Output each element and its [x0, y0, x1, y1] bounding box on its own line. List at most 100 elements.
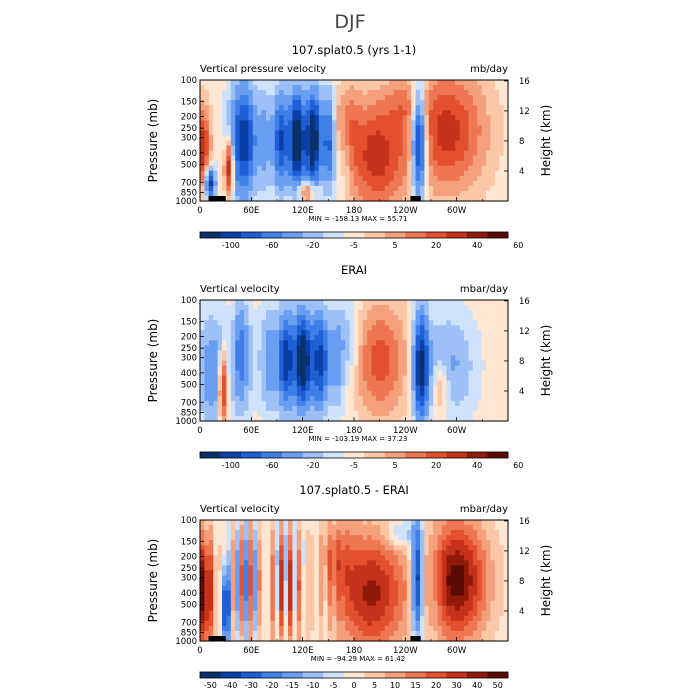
field-cell: [217, 180, 223, 187]
field-cell: [384, 565, 390, 572]
field-cell: [380, 525, 386, 531]
field-cell: [464, 580, 469, 587]
field-cell: [336, 595, 342, 602]
field-cell: [415, 540, 421, 546]
field-cell: [349, 175, 355, 182]
field-cell: [296, 165, 302, 172]
field-cell: [217, 115, 223, 121]
field-cell: [428, 525, 434, 531]
field-cell: [244, 160, 249, 167]
field-cell: [270, 150, 276, 157]
field-cell: [450, 105, 456, 111]
field-cell: [411, 400, 417, 407]
field-cell: [323, 370, 329, 377]
field-cell: [459, 315, 465, 321]
field-cell: [332, 165, 337, 172]
field-cell: [494, 530, 500, 536]
field-cell: [310, 530, 315, 536]
field-cell: [424, 620, 430, 627]
field-cell: [217, 345, 223, 352]
field-cell: [279, 90, 285, 96]
field-cell: [384, 620, 390, 627]
field-cell: [437, 140, 443, 147]
field-cell: [424, 145, 430, 152]
field-cell: [257, 135, 263, 142]
field-cell: [384, 390, 390, 397]
field-cell: [204, 100, 210, 106]
field-cell: [459, 530, 465, 536]
field-cell: [499, 530, 505, 536]
field-cell: [503, 155, 509, 162]
field-cell: [384, 545, 390, 551]
field-cell: [376, 525, 381, 531]
field-cell: [239, 395, 245, 402]
field-cell: [358, 145, 364, 152]
field-cell: [310, 335, 315, 341]
field-cell: [433, 180, 439, 187]
field-cell: [380, 95, 386, 101]
field-cell: [327, 400, 333, 407]
field-cell: [279, 415, 285, 422]
field-cell: [411, 300, 417, 306]
field-cell: [345, 620, 351, 627]
field-cell: [358, 100, 364, 106]
field-cell: [428, 315, 434, 321]
field-cell: [213, 180, 219, 187]
field-cell: [292, 185, 298, 192]
field-cell: [477, 590, 483, 597]
field-cell: [459, 375, 465, 382]
field-cell: [261, 415, 267, 422]
field-cell: [464, 325, 469, 331]
field-cell: [327, 170, 333, 177]
field-cell: [252, 415, 258, 422]
field-cell: [389, 145, 395, 152]
field-cell: [244, 145, 249, 152]
field-cell: [327, 605, 333, 612]
field-cell: [424, 560, 430, 566]
field-cell: [296, 365, 302, 372]
field-cell: [208, 165, 214, 172]
field-cell: [235, 80, 241, 86]
field-cell: [459, 605, 465, 612]
field-cell: [222, 305, 227, 311]
field-cell: [323, 360, 329, 367]
field-cell: [503, 620, 509, 627]
x-tick-label: 120W: [393, 206, 418, 216]
field-cell: [314, 330, 320, 336]
field-cell: [213, 580, 219, 587]
field-cell: [208, 390, 214, 397]
field-cell: [393, 195, 399, 202]
field-cell: [314, 310, 320, 316]
field-cell: [345, 170, 351, 177]
field-cell: [292, 180, 298, 187]
field-cell: [376, 315, 381, 321]
field-cell: [204, 615, 210, 622]
field-cell: [266, 370, 271, 377]
field-cell: [239, 585, 245, 592]
field-cell: [499, 185, 505, 192]
field-cell: [420, 380, 425, 387]
field-cell: [494, 125, 500, 132]
field-cell: [398, 130, 403, 137]
field-cell: [292, 125, 298, 132]
field-cell: [226, 565, 232, 572]
y-tick-label: 400: [181, 369, 197, 379]
field-cell: [494, 365, 500, 372]
field-cell: [323, 550, 329, 556]
field-cell: [244, 415, 249, 422]
field-cell: [332, 115, 337, 121]
field-cell: [499, 555, 505, 561]
field-cell: [437, 180, 443, 187]
field-cell: [261, 330, 267, 336]
field-cell: [213, 335, 219, 341]
field-cell: [472, 545, 478, 551]
field-cell: [261, 325, 267, 331]
field-cell: [244, 385, 249, 392]
field-cell: [362, 320, 368, 326]
field-cell: [494, 565, 500, 572]
field-cell: [332, 405, 337, 412]
field-cell: [261, 80, 267, 86]
field-cell: [239, 145, 245, 152]
field-cell: [288, 370, 293, 377]
field-cell: [310, 310, 315, 316]
